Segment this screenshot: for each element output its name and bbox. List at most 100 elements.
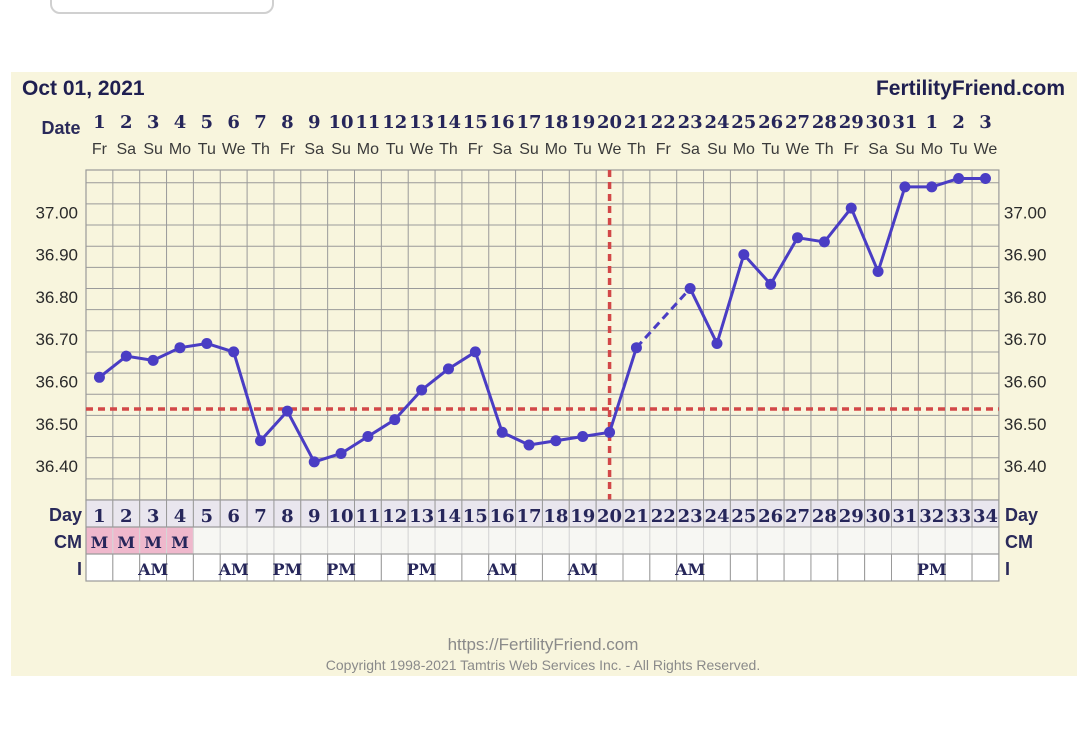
intercourse-cell (783, 553, 812, 582)
temperature-point (523, 439, 535, 451)
weekday-label: We (222, 141, 246, 158)
temperature-segment (420, 367, 450, 392)
cm-cell (568, 526, 597, 555)
weekday-label: Fr (656, 141, 672, 158)
cm-cell (327, 526, 355, 555)
temperature-point (845, 202, 857, 214)
intercourse-entry: PM (326, 560, 356, 579)
y-tick-label-left: 37.00 (35, 203, 78, 222)
cm-cell (434, 526, 463, 555)
date-number: 12 (382, 112, 407, 133)
site-name: FertilityFriend.com (876, 77, 1065, 100)
footer-url[interactable]: https://FertilityFriend.com (448, 635, 639, 654)
weekday-label: We (974, 141, 998, 158)
date-number: 23 (678, 112, 703, 133)
weekday-label: Fr (92, 141, 108, 158)
temperature-point (201, 337, 213, 349)
date-number: 6 (227, 112, 240, 133)
temperature-point (872, 266, 884, 278)
weekday-label: Fr (280, 141, 296, 158)
temperature-segment (473, 351, 504, 433)
cycle-day-number: 16 (490, 506, 515, 527)
date-number: 14 (436, 112, 461, 133)
weekday-label: Fr (844, 141, 860, 158)
cm-cell (595, 526, 624, 555)
weekday-label: Sa (116, 141, 136, 158)
date-number: 24 (704, 112, 729, 133)
day-cell (971, 499, 1000, 528)
date-number: 11 (355, 112, 380, 133)
intercourse-entry: AM (486, 560, 517, 579)
temperature-point (496, 426, 508, 438)
temperature-segment (849, 207, 880, 273)
temperature-segment (608, 347, 638, 433)
y-axis-left: 37.00 36.90 36.80 36.70 36.60 36.50 36.40 (35, 203, 78, 476)
cm-cell (917, 526, 946, 555)
intercourse-cell (756, 553, 785, 582)
weekday-label: Sa (492, 141, 512, 158)
cycle-day-number: 22 (651, 506, 676, 527)
cm-cell (783, 526, 812, 555)
date-number: 30 (866, 112, 891, 133)
intercourse-cell (434, 553, 463, 582)
cm-cell (891, 526, 919, 555)
temperature-point (604, 426, 616, 438)
intercourse-entry: PM (273, 560, 303, 579)
intercourse-entry: AM (674, 560, 705, 579)
y-tick-label-right: 36.70 (1004, 330, 1047, 349)
cm-row-label-right: CM (1005, 532, 1033, 552)
intercourse-cell (944, 553, 973, 582)
cycle-day-number: 4 (174, 506, 187, 527)
date-number: 29 (839, 112, 864, 133)
cm-cell (354, 526, 382, 555)
weekday-label: Su (707, 141, 727, 158)
temperature-point (577, 431, 589, 443)
temperature-segment (393, 388, 423, 421)
intercourse-entry: PM (917, 560, 947, 579)
footer-copyright: Copyright 1998-2021 Tamtris Web Services… (326, 657, 760, 673)
temperature-point (899, 181, 911, 193)
temperature-point (738, 249, 750, 261)
cm-cell (864, 526, 893, 555)
date-number: 1 (93, 112, 106, 133)
cm-entry: M (91, 533, 109, 552)
cycle-day-number: 19 (570, 506, 595, 527)
temperature-point (792, 232, 804, 244)
date-number: 21 (624, 112, 649, 133)
temperature-point (818, 236, 830, 248)
day-cell (622, 499, 651, 528)
weekday-label: Su (895, 141, 915, 158)
date-number: 3 (147, 112, 160, 133)
y-tick-label-left: 36.90 (35, 246, 78, 265)
temperature-point (550, 435, 562, 447)
temperature-segment (742, 253, 772, 286)
cm-entry: M (117, 533, 135, 552)
y-tick-label-right: 36.40 (1004, 457, 1047, 476)
date-number: 22 (651, 112, 676, 133)
search-field[interactable] (50, 0, 274, 14)
date-number: 26 (758, 112, 783, 133)
weekday-label: Mo (545, 141, 567, 158)
y-tick-label-right: 36.90 (1004, 246, 1047, 265)
cm-cell (461, 526, 490, 555)
cycle-day-number: 11 (355, 506, 380, 527)
intercourse-cell (515, 553, 543, 582)
weekday-label: Su (519, 141, 539, 158)
weekday-label: Tu (950, 141, 968, 158)
chart-date: Oct 01, 2021 (22, 77, 145, 100)
cycle-day-number: 12 (382, 506, 407, 527)
intercourse-cell (219, 553, 248, 582)
cycle-day-number: 23 (678, 506, 703, 527)
cycle-day-number: 27 (785, 506, 810, 527)
cm-cell (488, 526, 517, 555)
date-number: 19 (570, 112, 595, 133)
cm-cell (541, 526, 570, 555)
intercourse-cell (837, 553, 866, 582)
temperature-point (335, 447, 347, 459)
day-cell (595, 499, 624, 528)
temperature-segment (823, 207, 853, 243)
day-cell (246, 499, 275, 528)
temperature-point (147, 354, 159, 366)
weekday-label: Th (251, 141, 270, 158)
